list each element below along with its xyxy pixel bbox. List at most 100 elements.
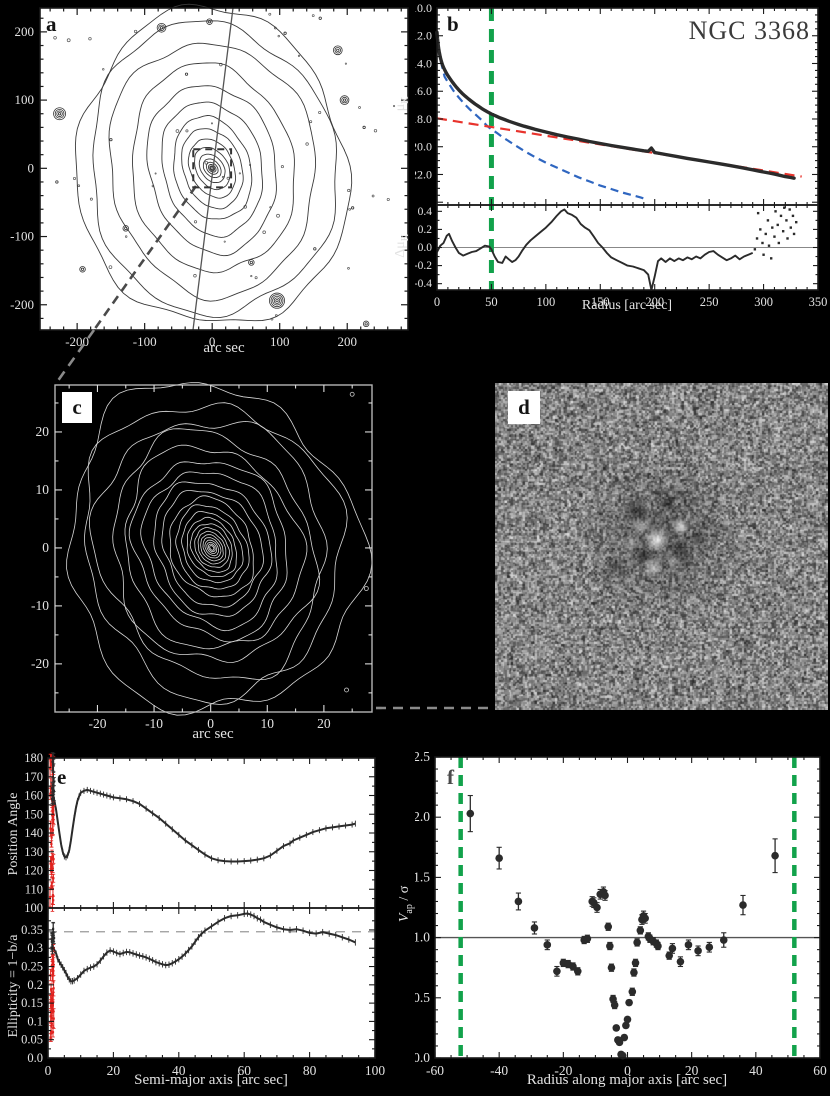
panel-b-xlabel: Radius [arc sec] [581, 298, 673, 313]
v-subscript: ap [403, 904, 415, 914]
svg-text:2.0: 2.0 [415, 809, 430, 824]
svg-text:0: 0 [45, 1063, 52, 1078]
svg-text:350: 350 [809, 295, 828, 309]
svg-text:150: 150 [24, 807, 43, 821]
panel-letter-a: a [46, 12, 57, 36]
svg-text:170: 170 [24, 770, 43, 784]
svg-text:0.0: 0.0 [418, 242, 433, 254]
svg-text:40: 40 [172, 1063, 186, 1078]
svg-text:0: 0 [209, 334, 216, 349]
svg-text:18.0: 18.0 [415, 112, 432, 126]
svg-text:-20: -20 [31, 656, 49, 671]
svg-text:-20: -20 [88, 716, 106, 731]
svg-text:-0.4: -0.4 [415, 278, 432, 290]
mu-subscript: K [399, 96, 411, 104]
v-symbol: V [397, 913, 413, 923]
svg-text:100: 100 [24, 901, 43, 915]
svg-text:10.0: 10.0 [415, 1, 432, 15]
svg-text:1.0: 1.0 [415, 930, 430, 945]
svg-text:110: 110 [25, 882, 43, 896]
svg-text:0.25: 0.25 [21, 960, 43, 974]
panel-e-pa-ellipticity: 0 20 40 60 80 100 100 110 120 130 140 150 160 170 180 0… [21, 751, 386, 1078]
svg-text:0.2: 0.2 [418, 224, 433, 236]
svg-text:100: 100 [365, 1063, 386, 1078]
svg-text:180: 180 [24, 751, 43, 765]
panel-e-bottom-ylabel: Ellipticity = 1−b/a [6, 934, 21, 1038]
galaxy-title: NGC 3368 [688, 16, 810, 45]
svg-text:-100: -100 [10, 229, 34, 244]
svg-text:0.15: 0.15 [21, 996, 43, 1010]
svg-text:100: 100 [536, 295, 555, 309]
svg-text:250: 250 [700, 295, 719, 309]
panel-b-brightness-profile: 0 50 100 150 200 250 300 350 10.0 12.0 14.0 16.0 18.… [415, 1, 828, 309]
panel-c-zoom-contour-map: -20 -10 0 10 20 20 10 0 -10 -20 [31, 382, 373, 731]
svg-text:200: 200 [645, 295, 664, 309]
svg-text:20: 20 [107, 1063, 121, 1078]
svg-text:20: 20 [685, 1063, 699, 1078]
svg-text:0.05: 0.05 [21, 1033, 43, 1047]
panel-f-ylabel: Vap / σ [397, 844, 415, 964]
svg-text:50: 50 [485, 295, 498, 309]
svg-text:60: 60 [813, 1063, 827, 1078]
panel-b-ylabel: μK [393, 44, 411, 164]
svg-text:-20: -20 [554, 1063, 572, 1078]
svg-text:2.5: 2.5 [415, 750, 430, 764]
svg-text:0: 0 [28, 160, 35, 175]
svg-text:20: 20 [36, 424, 50, 439]
svg-text:0: 0 [624, 1063, 631, 1078]
svg-text:200: 200 [337, 334, 357, 349]
svg-text:140: 140 [24, 826, 43, 840]
svg-text:0.1: 0.1 [27, 1014, 43, 1028]
panel-f-v-over-sigma: -60 -40 -20 0 20 40 60 0.0 0.5 1.0 1.5 2.0 2.5 [415, 750, 827, 1078]
svg-text:0.5: 0.5 [415, 990, 430, 1005]
svg-text:16.0: 16.0 [415, 84, 432, 98]
panel-f-xlabel: Radius along major axis [arc sec] [526, 1072, 728, 1088]
panel-d-residual-image [495, 383, 828, 710]
svg-text:0.0: 0.0 [27, 1051, 43, 1065]
svg-text:0: 0 [434, 295, 440, 309]
panel-letter-c-box: c [62, 392, 92, 423]
svg-text:200: 200 [15, 24, 35, 39]
svg-text:-10: -10 [31, 598, 49, 613]
svg-text:0.0: 0.0 [415, 1050, 430, 1065]
svg-text:14.0: 14.0 [415, 56, 432, 70]
svg-text:-0.2: -0.2 [415, 260, 432, 272]
svg-text:0.2: 0.2 [27, 978, 43, 992]
panel-letter-d: d [518, 395, 530, 419]
svg-text:10: 10 [36, 482, 50, 497]
panel-e-xlabel: Semi-major axis [arc sec] [134, 1072, 288, 1088]
sigma-denominator: / σ [397, 885, 413, 905]
svg-text:-40: -40 [490, 1063, 508, 1078]
svg-text:22.0: 22.0 [415, 167, 432, 181]
mu-symbol: μ [393, 103, 409, 112]
svg-text:100: 100 [15, 92, 35, 107]
svg-text:120: 120 [24, 864, 43, 878]
panel-letter-b: b [447, 12, 459, 36]
svg-text:0: 0 [42, 540, 49, 555]
svg-text:-60: -60 [426, 1063, 444, 1078]
svg-text:300: 300 [754, 295, 773, 309]
svg-text:20.0: 20.0 [415, 140, 432, 154]
panel-letter-c: c [72, 395, 82, 419]
svg-text:130: 130 [24, 845, 43, 859]
svg-text:160: 160 [24, 789, 43, 803]
svg-text:12.0: 12.0 [415, 29, 432, 43]
svg-text:0: 0 [207, 716, 214, 731]
panel-e-top-ylabel: Position Angle [6, 792, 21, 876]
svg-text:-100: -100 [133, 334, 157, 349]
panel-letter-d-box: d [508, 391, 540, 424]
svg-text:10: 10 [261, 716, 275, 731]
svg-text:60: 60 [237, 1063, 251, 1078]
svg-text:0.35: 0.35 [21, 923, 43, 937]
panel-letter-e: e [57, 765, 67, 789]
svg-text:0.3: 0.3 [27, 941, 43, 955]
svg-text:80: 80 [303, 1063, 317, 1078]
panel-b-residual-ylabel: ΔμK [393, 186, 411, 306]
svg-text:1.5: 1.5 [415, 869, 430, 884]
svg-text:-200: -200 [10, 297, 34, 312]
delta-mu-symbol: Δμ [393, 241, 409, 258]
svg-text:20: 20 [317, 716, 331, 731]
panel-letter-f: f [447, 765, 454, 789]
